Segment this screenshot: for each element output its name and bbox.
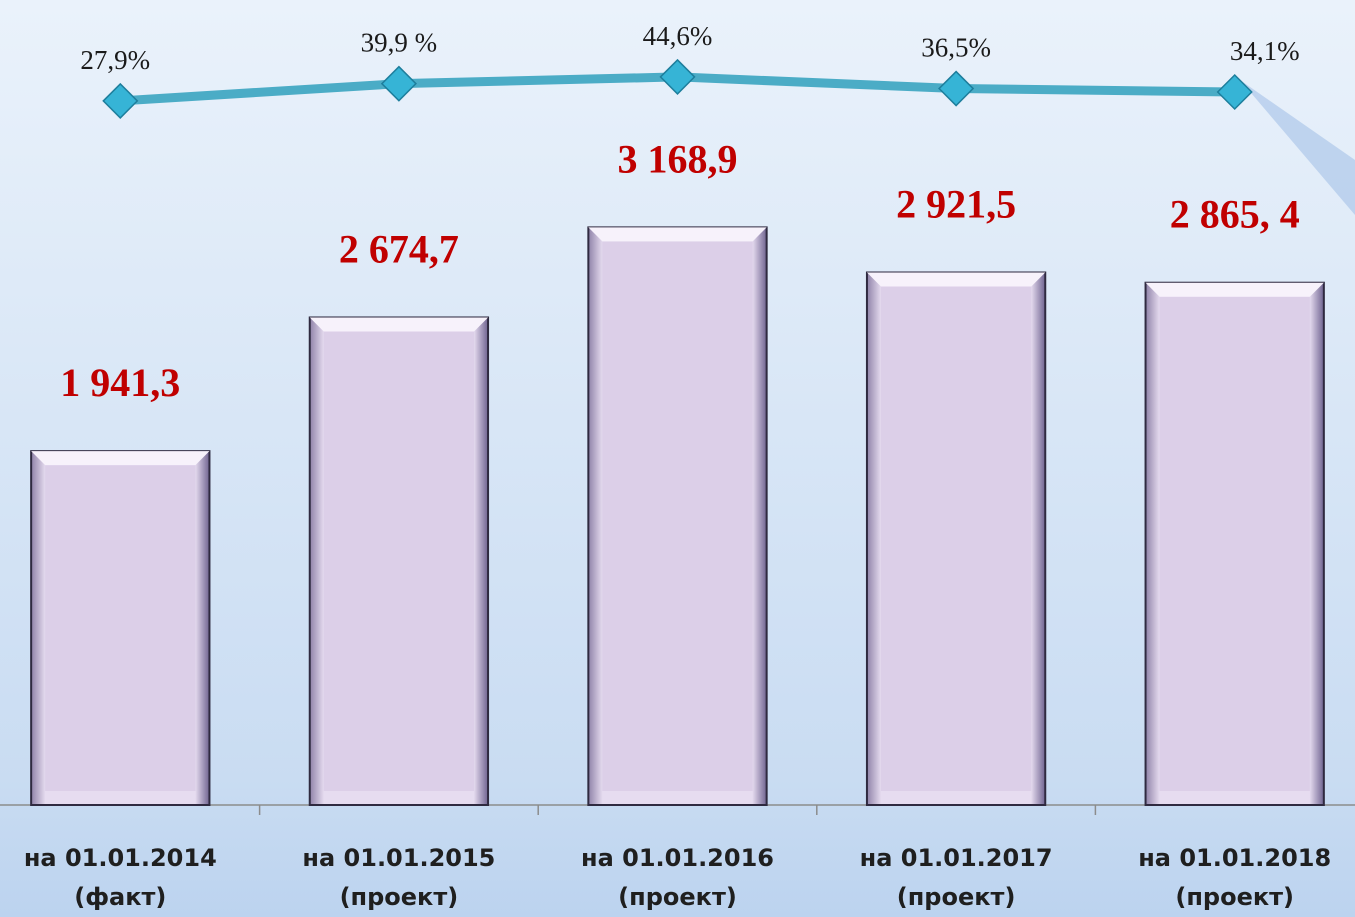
bar-bevel-top xyxy=(309,317,489,332)
x-tick-label: на 01.01.2017 (проект) xyxy=(860,844,1053,911)
value-label: 2 865, 4 xyxy=(1170,192,1300,237)
value-label: 39,9 % xyxy=(361,28,438,58)
x-tick-label-line: (проект) xyxy=(897,883,1016,911)
x-tick-label-line: (проект) xyxy=(1175,883,1294,911)
value-label: 44,6% xyxy=(643,21,713,51)
value-label: 1 941,3 xyxy=(60,360,180,405)
value-label: 3 168,9 xyxy=(618,136,738,181)
value-label: 2 674,7 xyxy=(339,226,459,271)
bar-bevel-top xyxy=(1145,282,1324,297)
marker xyxy=(380,65,417,102)
marker xyxy=(1216,73,1253,111)
value-label: 34,1% xyxy=(1230,36,1300,66)
bar-face xyxy=(45,465,196,791)
x-tick-label: на 01.01.2015 (проект) xyxy=(302,844,495,911)
bar-face xyxy=(323,331,475,791)
x-tick-label-line: (проект) xyxy=(340,883,459,911)
bar-face xyxy=(880,286,1032,791)
bar-bevel-top xyxy=(588,227,767,242)
x-tick-label-line: (проект) xyxy=(618,883,737,911)
marker xyxy=(102,82,139,119)
value-label: 2 921,5 xyxy=(896,181,1016,226)
x-tick-label-line: на 01.01.2016 xyxy=(581,844,774,872)
bar-face xyxy=(1159,296,1310,791)
x-tick-label-line: на 01.01.2014 xyxy=(24,844,217,872)
bar-bevel-top xyxy=(866,272,1046,287)
bar-bevel-top xyxy=(31,451,210,466)
bar-face xyxy=(602,241,753,792)
x-tick-label: на 01.01.2014 (факт) xyxy=(24,844,217,911)
x-tick-label: на 01.01.2018 (проект) xyxy=(1138,844,1331,911)
marker xyxy=(659,58,696,95)
decor-beam xyxy=(1240,80,1355,215)
x-tick-label-line: на 01.01.2015 xyxy=(302,844,495,872)
value-label: 27,9% xyxy=(80,45,150,75)
x-tick-label-line: на 01.01.2017 xyxy=(860,844,1053,872)
marker xyxy=(938,70,975,107)
value-label: 36,5% xyxy=(921,33,991,63)
x-tick-label-line: (факт) xyxy=(74,883,166,911)
x-tick-label: на 01.01.2016 (проект) xyxy=(581,844,774,911)
x-tick-label-line: на 01.01.2018 xyxy=(1138,844,1331,872)
